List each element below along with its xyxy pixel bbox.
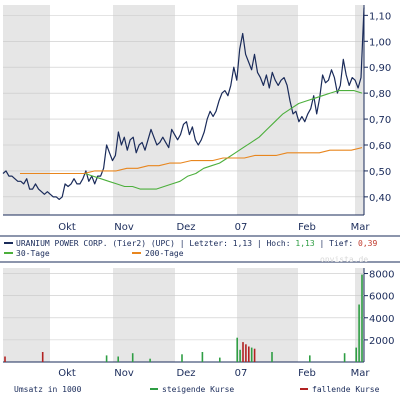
price-tick-label-0: 0,40 [369, 193, 391, 204]
price-tick-label-1: 0,50 [369, 167, 391, 178]
volume-bar-rising-35 [105, 355, 108, 362]
volume-bar-rising-61 [181, 354, 183, 362]
volume-month-label-0: Okt [58, 368, 76, 379]
volume-bar-rising-39 [117, 356, 119, 362]
volume-bar-rising-50 [149, 358, 151, 362]
volume-bar-rising-92 [271, 352, 273, 362]
volume-bar-falling-83 [245, 344, 247, 362]
volume-bar-rising-44 [131, 353, 134, 362]
legend-falling: fallende Kurse [312, 385, 380, 394]
watermark: onvista.de [320, 255, 368, 264]
volume-bar-rising-68 [201, 352, 204, 362]
legend-rising: steigende Kurse [162, 385, 234, 394]
price-tick-label-5: 0,90 [369, 63, 391, 74]
volume-bar-falling-82 [242, 342, 244, 362]
volume-bar-rising-123 [361, 274, 363, 362]
background-layer [3, 5, 364, 362]
price-month-label-0: Okt [58, 222, 76, 233]
price-tick-label-3: 0,70 [369, 115, 391, 126]
month-band-price-0 [3, 5, 50, 215]
volume-bar-rising-80 [236, 337, 238, 362]
series-line-ma200 [20, 147, 363, 175]
volume-tick-label-0: 2000 [369, 336, 394, 347]
price-month-label-4: Feb [298, 222, 316, 233]
volume-bar-rising-122 [358, 304, 360, 362]
labels-layer: 0,40 0,50 0,60 0,70 0,80 0,90 1,00 1,10 Okt Okt No… [58, 11, 394, 379]
price-tick-label-4: 0,80 [369, 89, 391, 100]
volume-bar-falling-84 [248, 346, 250, 362]
data-layer [2, 7, 365, 362]
volume-bar-rising-121 [355, 347, 357, 362]
volume-month-label-5: Mar [351, 368, 371, 379]
volume-bar-falling-13 [41, 352, 44, 362]
series-line-ma30 [84, 90, 363, 190]
volume-bar-rising-74 [219, 357, 221, 362]
volume-bar-falling-0 [4, 356, 6, 362]
price-month-label-2: Dez [176, 222, 195, 233]
volume-label: Umsatz in 1000 [14, 385, 82, 394]
month-band-volume-1 [113, 268, 175, 362]
volume-tick-label-2: 6000 [369, 292, 394, 303]
volume-bar-rising-105 [309, 355, 311, 362]
volume-tick-label-3: 8000 [369, 270, 394, 281]
price-tick-label-7: 1,10 [369, 11, 391, 22]
price-tick-label-2: 0,60 [369, 141, 391, 152]
month-band-price-1 [113, 5, 175, 215]
price-month-label-1: Nov [114, 222, 134, 233]
volume-month-label-2: Dez [176, 368, 195, 379]
volume-month-label-4: Feb [298, 368, 316, 379]
volume-bar-rising-117 [343, 353, 346, 362]
volume-month-label-1: Nov [114, 368, 134, 379]
price-month-label-3: 07 [235, 222, 248, 233]
volume-bar-rising-81 [239, 349, 241, 362]
volume-bar-falling-86 [253, 348, 256, 362]
volume-tick-label-1: 4000 [369, 314, 394, 325]
legend-ma30: 30-Tage [16, 249, 50, 258]
grid-lines [0, 5, 400, 363]
month-band-volume-2 [237, 268, 298, 362]
volume-bar-rising-85 [250, 347, 253, 362]
month-band-volume-0 [3, 268, 50, 362]
price-month-label-5: Mar [351, 222, 371, 233]
price-tick-label-6: 1,00 [369, 37, 391, 48]
month-band-price-3 [355, 5, 364, 215]
series-line-price [2, 7, 365, 200]
legend-price: URANIUM POWER CORP. (Tier2) (UPC) | Letz… [16, 239, 377, 248]
legend-ma200: 200-Tage [145, 249, 184, 258]
volume-month-label-3: 07 [235, 368, 248, 379]
